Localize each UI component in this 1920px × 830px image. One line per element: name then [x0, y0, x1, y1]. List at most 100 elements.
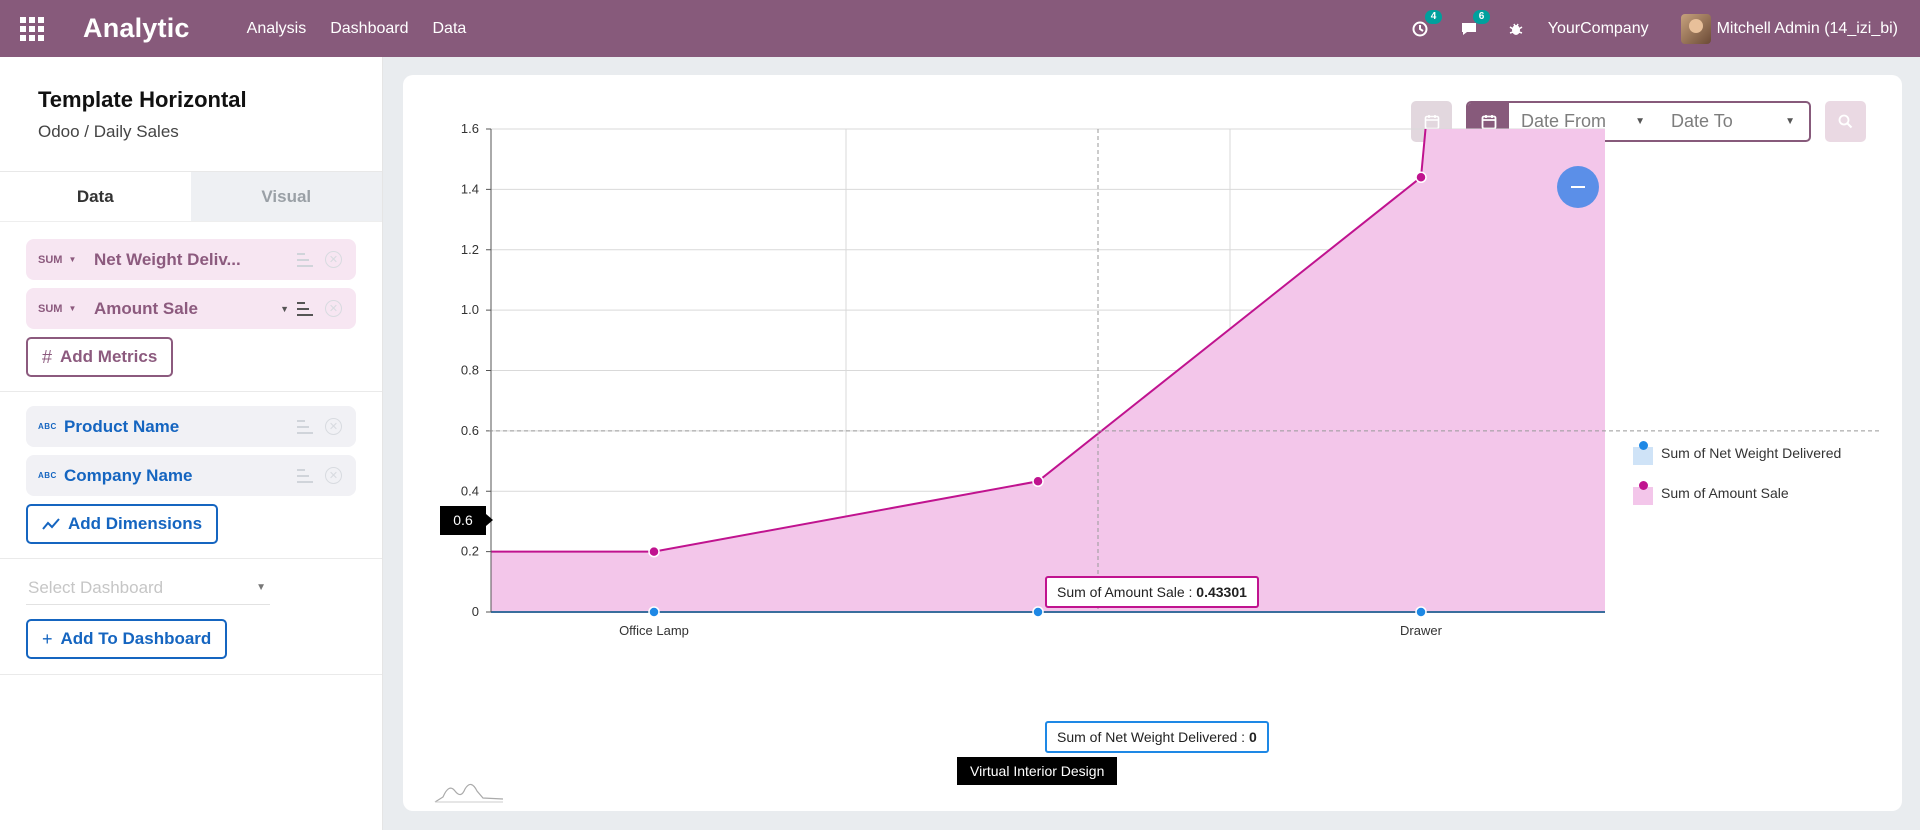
legend-label: Sum of Net Weight Delivered [1661, 445, 1842, 461]
y-tick-label: 0 [472, 604, 479, 619]
sort-caret-icon[interactable]: ▼ [280, 303, 289, 314]
nav-analysis[interactable]: Analysis [246, 19, 307, 37]
remove-icon[interactable]: ✕ [325, 251, 342, 268]
point-amount-sale [1032, 475, 1044, 488]
sort-icon[interactable] [297, 252, 313, 267]
point-amount-sale [648, 545, 660, 558]
y-tick-label: 0.8 [461, 363, 479, 378]
dimensions-section: ABC Product Name ✕ ABC Company Name ✕ Ad… [0, 392, 382, 559]
messages-badge: 6 [1472, 9, 1491, 24]
metrics-section: SUM ▼ Net Weight Deliv... ✕ SUM ▼ Amount S… [0, 222, 382, 392]
date-to-field[interactable]: Date To ▼ [1671, 111, 1795, 131]
caret-down-icon: ▼ [68, 255, 77, 264]
tab-visual[interactable]: Visual [190, 172, 382, 221]
y-tick-label: 1.0 [461, 302, 479, 317]
hash-icon: # [42, 346, 53, 367]
company-switcher[interactable]: YourCompany [1547, 19, 1649, 37]
data-zoom-sparkline-icon [434, 783, 504, 803]
messages-button[interactable]: 6 [1460, 9, 1491, 37]
aggregation-dropdown[interactable]: SUM ▼ [38, 253, 77, 266]
y-tick-label: 1.6 [461, 121, 479, 136]
activity-badge: 4 [1424, 9, 1443, 24]
legend-item-amount-sale[interactable]: Sum of Amount Sale [1633, 480, 1841, 506]
caret-down-icon: ▼ [256, 582, 266, 593]
search-icon [1838, 114, 1853, 129]
caret-down-icon: ▼ [1635, 116, 1645, 127]
sort-icon[interactable] [297, 468, 313, 483]
add-metrics-button[interactable]: # Add Metrics [26, 337, 174, 377]
activity-clock-icon [1412, 21, 1428, 36]
y-tick-label: 1.2 [461, 242, 479, 257]
sidebar-header: Template Horizontal Odoo / Daily Sales [0, 57, 382, 172]
x-tick-label: Drawer [1400, 623, 1443, 638]
caret-down-icon: ▼ [1785, 116, 1795, 127]
sort-icon[interactable] [297, 419, 313, 434]
y-tick-label: 0.2 [461, 544, 479, 559]
plus-icon: + [42, 628, 53, 649]
top-navbar: Analytic Analysis Dashboard Data 4 6 You… [0, 0, 1920, 57]
y-tick-label: 1.4 [461, 181, 479, 196]
metric-item-amount-sale[interactable]: SUM ▼ Amount Sale ▼ ✕ [26, 288, 356, 329]
dimension-label: Company Name [64, 465, 193, 485]
tab-data[interactable]: Data [0, 172, 191, 221]
date-from-field[interactable]: Date From ▼ [1521, 111, 1645, 131]
area-chart[interactable]: 0 0.2 0.4 0.6 0.8 1.0 1.2 1.4 1.6 Office Lamp Draw… [403, 75, 1902, 811]
user-name: Mitchell Admin (14_izi_bi) [1716, 19, 1898, 37]
remove-icon[interactable]: ✕ [325, 300, 342, 317]
legend-label: Sum of Amount Sale [1661, 485, 1789, 501]
tooltip-amount-sale: Sum of Amount Sale : 0.43301 [1045, 576, 1259, 608]
legend-swatch [1633, 441, 1653, 465]
text-type-icon: ABC [38, 422, 57, 431]
metric-item-net-weight[interactable]: SUM ▼ Net Weight Deliv... ✕ [26, 239, 356, 280]
user-menu[interactable]: Mitchell Admin (14_izi_bi) [1680, 13, 1898, 44]
sidebar-tabs: Data Visual [0, 172, 382, 222]
chart-panel: Date From ▼ Date To ▼ 0 0.2 0.4 0.6 0.8 1.0 1.… [403, 75, 1902, 811]
systray: 4 6 YourCompany Mitchell Admin (14_izi_b… [1412, 0, 1920, 57]
analysis-subtitle: Odoo / Daily Sales [38, 122, 179, 141]
sort-icon[interactable] [297, 301, 313, 316]
activity-button[interactable]: 4 [1412, 9, 1443, 37]
crosshair-y-label: 0.6 [440, 506, 493, 535]
aggregation-dropdown[interactable]: SUM ▼ [38, 302, 77, 315]
y-tick-label: 0.6 [461, 423, 479, 438]
add-to-dashboard-button[interactable]: + Add To Dashboard [26, 619, 228, 659]
legend-item-net-weight[interactable]: Sum of Net Weight Delivered [1633, 440, 1841, 466]
nav-dashboard[interactable]: Dashboard [330, 19, 409, 37]
chat-bubble-icon [1461, 22, 1476, 35]
apps-menu-icon[interactable] [20, 16, 44, 41]
trend-line-icon [42, 518, 60, 530]
main-nav: Analysis Dashboard Data [247, 20, 491, 38]
select-dashboard-dropdown[interactable]: Select Dashboard ▼ [26, 571, 270, 605]
dashboard-section: Select Dashboard ▼ + Add To Dashboard [0, 559, 382, 675]
avatar [1680, 13, 1711, 44]
minus-icon [1571, 186, 1585, 188]
config-sidebar: Template Horizontal Odoo / Daily Sales D… [0, 57, 383, 830]
dimension-item-company-name[interactable]: ABC Company Name ✕ [26, 455, 356, 496]
legend-swatch [1633, 481, 1653, 505]
crosshair-x-label: Virtual Interior Design [957, 757, 1118, 785]
dimension-item-product-name[interactable]: ABC Product Name ✕ [26, 406, 356, 447]
bug-icon [1509, 23, 1523, 35]
metric-label: Net Weight Deliv... [94, 249, 241, 269]
y-tick-label: 0.4 [461, 483, 479, 498]
remove-icon[interactable]: ✕ [325, 467, 342, 484]
chart-legend: Sum of Net Weight Delivered Sum of Amoun… [1633, 440, 1841, 520]
area-amount-sale [491, 129, 1605, 612]
add-dimensions-button[interactable]: Add Dimensions [26, 504, 219, 544]
metric-label: Amount Sale [94, 298, 198, 318]
point-amount-sale [1415, 171, 1427, 184]
search-button[interactable] [1825, 101, 1866, 142]
zoom-out-button[interactable] [1557, 166, 1599, 208]
x-tick-label: Office Lamp [619, 623, 689, 638]
caret-down-icon: ▼ [68, 304, 77, 313]
dimension-label: Product Name [64, 416, 180, 436]
nav-data[interactable]: Data [432, 19, 467, 37]
calendar-icon [1424, 114, 1439, 129]
debug-button[interactable] [1508, 21, 1524, 37]
app-brand: Analytic [83, 13, 190, 43]
remove-icon[interactable]: ✕ [325, 418, 342, 435]
tooltip-net-weight: Sum of Net Weight Delivered : 0 [1045, 721, 1269, 753]
text-type-icon: ABC [38, 471, 57, 480]
analysis-title: Template Horizontal [38, 87, 247, 112]
point-net-weight [1415, 606, 1427, 618]
